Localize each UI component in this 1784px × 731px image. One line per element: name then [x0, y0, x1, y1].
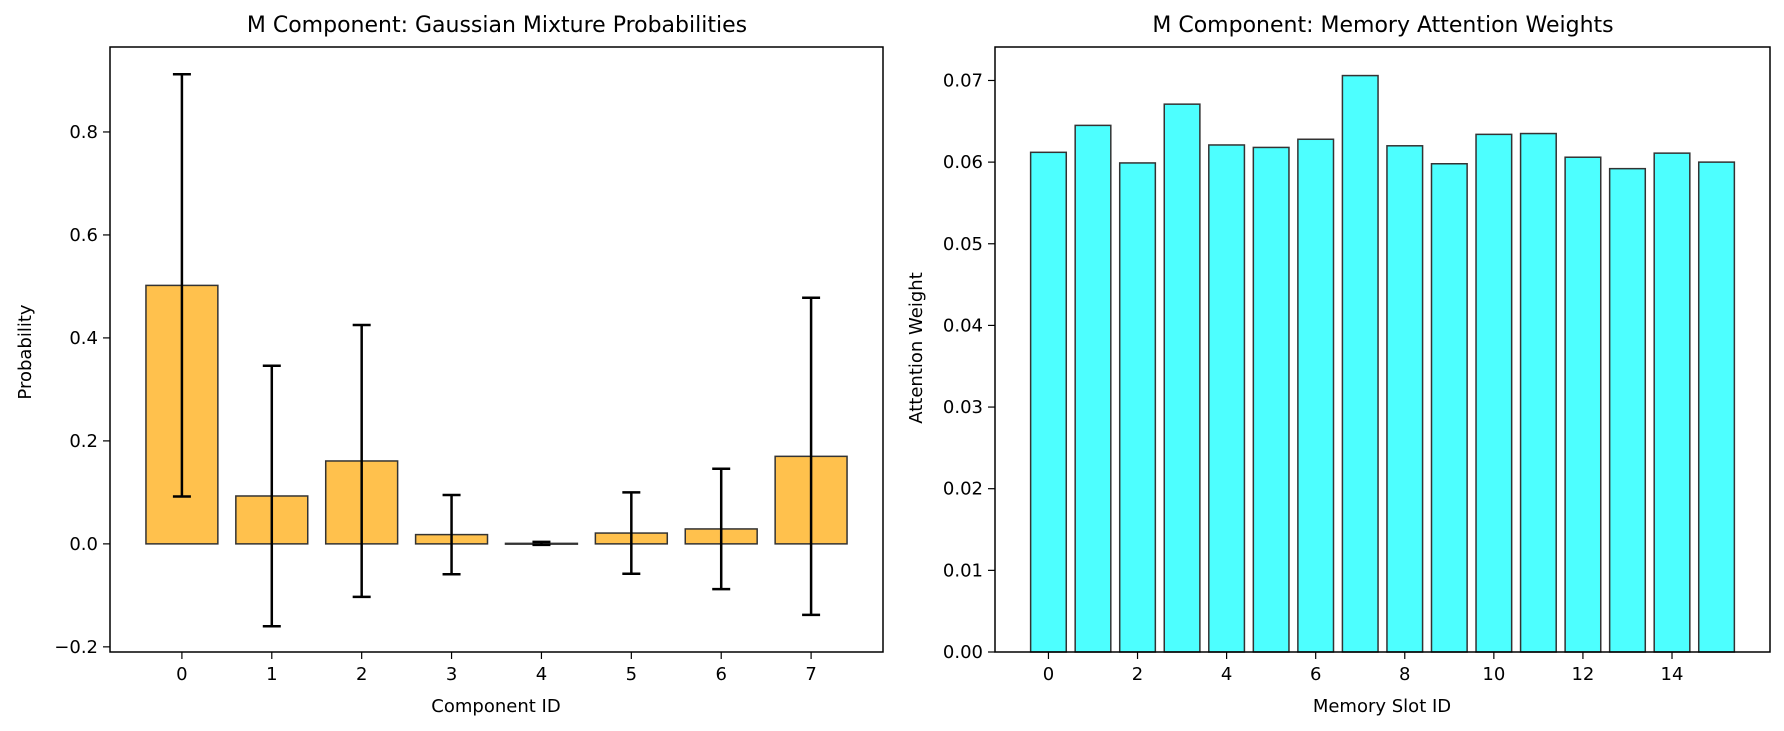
x-tick-label: 6: [715, 664, 726, 685]
y-tick-label: 0.07: [943, 70, 983, 91]
x-tick-label: 8: [1399, 664, 1410, 685]
bar: [1208, 144, 1246, 653]
gaussian-mixture-chart: M Component: Gaussian Mixture Probabilit…: [15, 13, 884, 717]
y-tick-label: −0.2: [54, 637, 98, 658]
x-tick-label: 0: [176, 664, 187, 685]
x-tick-label: 4: [536, 664, 547, 685]
y-axis-label: Probability: [15, 304, 36, 399]
x-tick-label: 2: [356, 664, 367, 685]
bar: [1608, 167, 1647, 653]
y-tick-label: 0.4: [69, 328, 98, 349]
x-axis-label: Component ID: [431, 696, 560, 717]
bar: [1297, 138, 1335, 653]
plot-frame: [994, 46, 1771, 653]
bar: [1653, 152, 1691, 653]
y-tick-label: 0.01: [943, 560, 983, 581]
bar: [1386, 145, 1424, 653]
bar: [1252, 146, 1290, 653]
x-axis-label: Memory Slot ID: [1313, 696, 1451, 717]
y-tick-label: 0.6: [69, 225, 98, 246]
bar: [1475, 133, 1513, 653]
y-tick-label: 0.05: [943, 234, 983, 255]
y-tick-label: 0.0: [69, 534, 98, 555]
bar: [1341, 74, 1379, 653]
x-tick-label: 14: [1661, 664, 1684, 685]
x-tick-label: 7: [805, 664, 816, 685]
y-tick-label: 0.06: [943, 152, 983, 173]
chart-title: M Component: Gaussian Mixture Probabilit…: [247, 13, 747, 38]
y-tick-label: 0.8: [69, 122, 98, 143]
bar: [1118, 162, 1157, 653]
bar: [1430, 163, 1468, 653]
y-tick-label: 0.2: [69, 431, 98, 452]
chart-title: M Component: Memory Attention Weights: [1152, 13, 1613, 38]
x-tick-label: 2: [1132, 664, 1143, 685]
y-tick-label: 0.04: [943, 315, 983, 336]
x-tick-label: 0: [1043, 664, 1054, 685]
bar: [1519, 132, 1557, 653]
bar: [1163, 103, 1201, 653]
y-tick-label: 0.03: [943, 397, 983, 418]
x-tick-label: 4: [1221, 664, 1232, 685]
plot-frame: [109, 46, 884, 653]
x-tick-label: 1: [266, 664, 277, 685]
x-tick-label: 6: [1310, 664, 1321, 685]
y-tick-label: 0.00: [943, 642, 983, 663]
x-tick-label: 5: [626, 664, 637, 685]
x-tick-label: 3: [446, 664, 457, 685]
bar: [1564, 156, 1602, 653]
bar: [1029, 151, 1068, 653]
y-axis-label: Attention Weight: [906, 272, 927, 424]
x-tick-label: 12: [1571, 664, 1594, 685]
y-tick-label: 0.02: [943, 479, 983, 500]
bar: [1697, 161, 1736, 653]
x-tick-label: 10: [1482, 664, 1505, 685]
bar: [1074, 124, 1112, 653]
memory-attention-chart: M Component: Memory Attention Weights 0.…: [906, 13, 1771, 717]
